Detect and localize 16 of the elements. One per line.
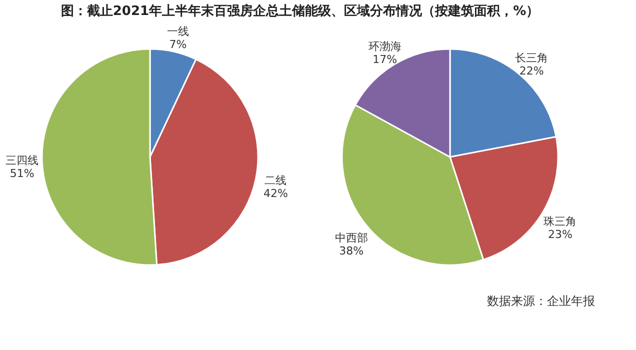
data-label: 51%	[10, 167, 34, 180]
slice-label: 二线	[264, 174, 287, 187]
slice-label: 三四线	[6, 154, 39, 168]
data-label: 22%	[519, 64, 544, 78]
slice-label: 珠三角	[544, 215, 577, 228]
data-label: 38%	[339, 244, 364, 258]
chart-title: 图：截止2021年上半年末百强房企总土储能级、区域分布情况（按建筑面积，%）	[60, 3, 540, 19]
data-label: 42%	[264, 186, 288, 200]
data-label: 23%	[548, 228, 572, 242]
slice-label: 中西部	[334, 232, 368, 245]
slice-label: 长三角	[515, 51, 548, 64]
source-note: 数据来源：企业年报	[487, 294, 595, 308]
data-label: 17%	[372, 52, 398, 66]
data-label: 7%	[169, 38, 187, 52]
slice-label: 一线	[166, 25, 189, 38]
slice-label: 环渤海	[368, 40, 402, 53]
